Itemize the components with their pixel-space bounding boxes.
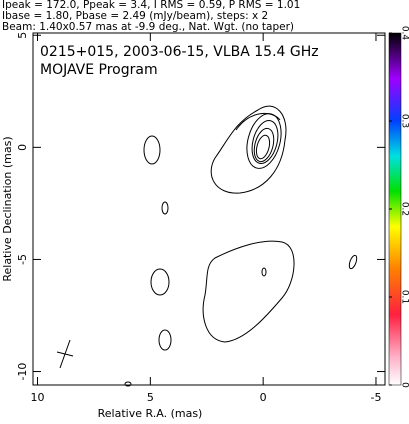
contours xyxy=(124,105,358,387)
x-tick-label: 5 xyxy=(147,391,154,404)
colorbar-tick-label: 0.3 xyxy=(400,114,409,128)
colorbar-tick-label: 0.1 xyxy=(400,290,409,304)
x-tick-label: 0 xyxy=(260,391,267,404)
header-line: Beam: 1.40x0.57 mas at -9.9 deg., Nat. W… xyxy=(2,21,294,33)
header-line: Ipeak = 172.0, Ppeak = 3.4, I RMS = 0.59… xyxy=(2,0,300,11)
colorbar-tick-label: 0.4 xyxy=(400,26,409,41)
y-tick-label: 5 xyxy=(16,32,29,39)
chart-subtitle: MOJAVE Program xyxy=(40,62,158,78)
x-tick-label: -5 xyxy=(370,391,381,404)
beam xyxy=(56,339,74,369)
chart-title: 0215+015, 2003-06-15, VLBA 15.4 GHz xyxy=(40,44,319,60)
x-axis-label: Relative R.A. (mas) xyxy=(98,407,203,420)
x-tick-label: 10 xyxy=(31,391,45,404)
colorbar-tick-label: 0.2 xyxy=(400,202,409,216)
y-axis-label: Relative Declination (mas) xyxy=(1,136,14,281)
plot-frame xyxy=(32,32,386,386)
y-tick-label: -10 xyxy=(16,363,29,381)
colorbar-tick-label: 0 xyxy=(400,382,409,388)
header-line: Ibase = 1.80, Pbase = 2.49 (mJy/beam), s… xyxy=(2,10,268,22)
y-tick-label: -5 xyxy=(16,254,29,265)
y-tick-label: 0 xyxy=(16,144,29,151)
